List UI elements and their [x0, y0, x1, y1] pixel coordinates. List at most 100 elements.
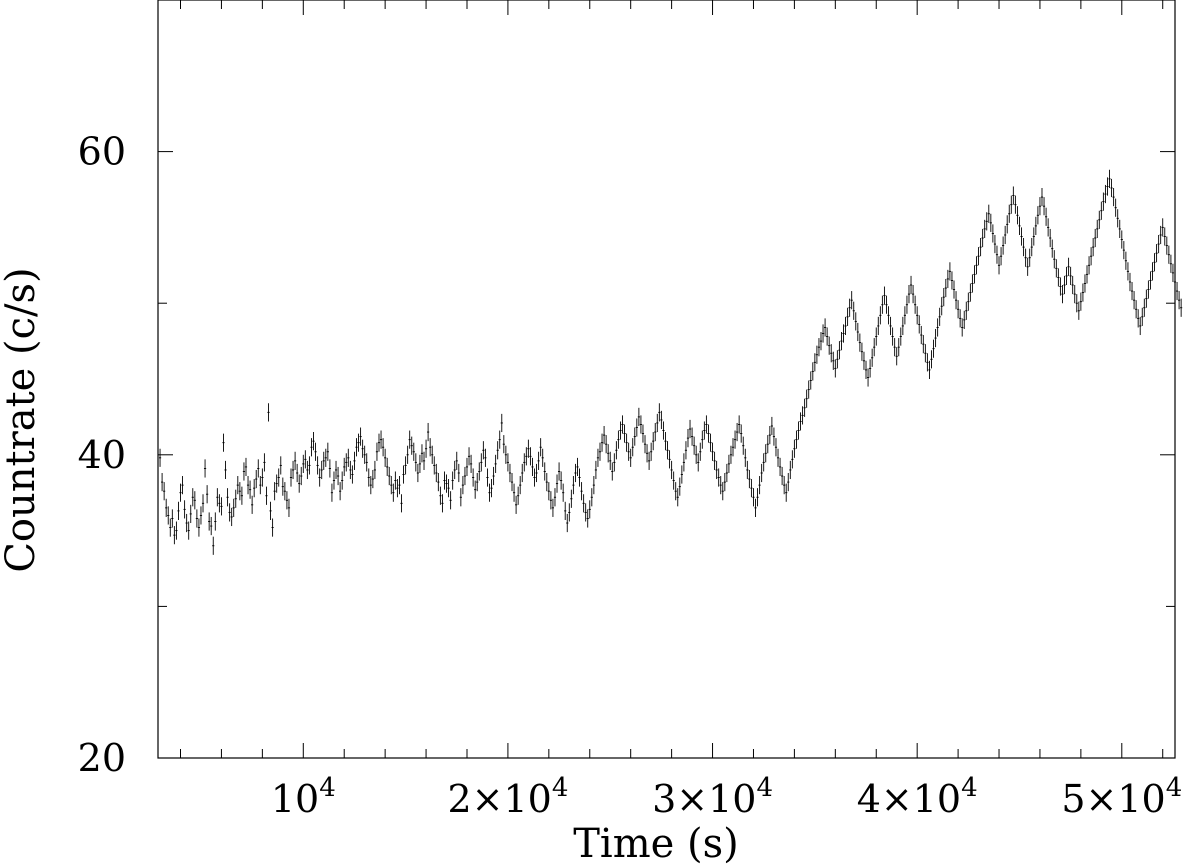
data-point — [1135, 300, 1138, 319]
y-tick-label: 40 — [78, 433, 126, 477]
data-point — [909, 275, 913, 295]
data-point — [508, 463, 512, 483]
data-point — [762, 453, 765, 472]
data-point — [512, 483, 516, 502]
data-point — [934, 328, 937, 348]
data-point — [240, 486, 243, 505]
data-point — [189, 504, 192, 524]
data-point — [742, 436, 745, 455]
data-point — [877, 316, 880, 336]
data-point — [224, 460, 227, 480]
data-point — [650, 442, 653, 461]
data-point — [545, 472, 548, 492]
data-point — [752, 488, 755, 507]
data-point — [371, 469, 374, 489]
data-point — [860, 342, 864, 361]
data-point — [633, 427, 636, 446]
data-point — [541, 448, 544, 467]
data-point — [740, 424, 743, 443]
data-point — [429, 438, 432, 457]
data-point — [832, 351, 835, 370]
data-point — [1161, 218, 1164, 237]
data-point — [566, 513, 569, 533]
data-point — [1114, 198, 1117, 217]
data-point — [946, 269, 949, 289]
data-point — [1165, 236, 1168, 255]
data-point — [883, 286, 886, 305]
data-point — [1018, 216, 1021, 235]
data-point — [588, 500, 591, 519]
data-point — [185, 513, 188, 533]
data-point — [349, 460, 352, 480]
data-point — [418, 454, 422, 473]
data-point — [596, 448, 600, 467]
data-point — [271, 518, 274, 537]
x-tick-label: 3×104 — [652, 773, 773, 821]
data-point — [1022, 238, 1025, 257]
data-point — [928, 360, 931, 379]
data-point — [1100, 201, 1103, 220]
data-point — [854, 312, 857, 331]
data-point — [803, 398, 806, 417]
data-point — [750, 479, 753, 498]
data-point — [439, 486, 442, 505]
data-point — [316, 456, 319, 475]
data-point — [1077, 301, 1080, 320]
data-point — [547, 482, 550, 501]
data-point — [727, 454, 731, 473]
data-point — [981, 228, 984, 248]
data-point — [1012, 186, 1015, 205]
data-point — [1157, 234, 1160, 254]
data-point — [987, 204, 990, 223]
data-point — [476, 472, 479, 492]
data-point — [967, 292, 970, 311]
data-point — [887, 306, 890, 325]
data-point — [257, 459, 260, 478]
data-point — [355, 438, 358, 457]
data-point — [738, 415, 741, 434]
data-point — [531, 457, 534, 477]
data-point — [285, 491, 289, 510]
data-point — [1020, 227, 1023, 246]
data-point — [169, 518, 172, 537]
data-point — [287, 498, 291, 517]
data-point — [437, 472, 440, 492]
data-point — [1087, 256, 1091, 275]
data-point — [537, 451, 540, 470]
data-point — [1004, 225, 1007, 245]
data-point — [410, 436, 413, 455]
data-point — [723, 472, 726, 492]
data-point — [431, 445, 434, 464]
data-point — [269, 501, 272, 520]
x-tick-labels: 104 2×104 3×104 4×104 5×104 — [271, 773, 1182, 821]
data-point — [435, 463, 438, 483]
data-point — [1137, 309, 1140, 328]
data-point — [799, 412, 802, 431]
data-point — [1042, 197, 1046, 216]
data-point — [619, 421, 622, 440]
data-point — [275, 474, 278, 493]
data-point — [265, 486, 268, 505]
data-point — [975, 256, 978, 275]
data-point — [218, 494, 221, 513]
data-point — [793, 439, 796, 458]
data-point — [930, 350, 933, 369]
data-points — [158, 169, 1183, 555]
data-point — [478, 462, 481, 481]
data-point — [533, 468, 536, 487]
data-point — [693, 436, 696, 455]
data-point — [165, 498, 168, 517]
data-point — [463, 466, 467, 486]
x-axis-title: Time (s) — [573, 821, 739, 867]
data-point — [273, 482, 276, 501]
data-point — [408, 430, 411, 449]
data-point — [948, 262, 952, 281]
data-point — [617, 430, 620, 449]
data-point — [924, 344, 927, 363]
data-point — [897, 338, 900, 357]
data-point — [306, 460, 309, 480]
data-point — [922, 335, 925, 354]
data-point — [289, 468, 293, 487]
data-point — [1155, 244, 1158, 263]
data-point — [447, 479, 450, 498]
